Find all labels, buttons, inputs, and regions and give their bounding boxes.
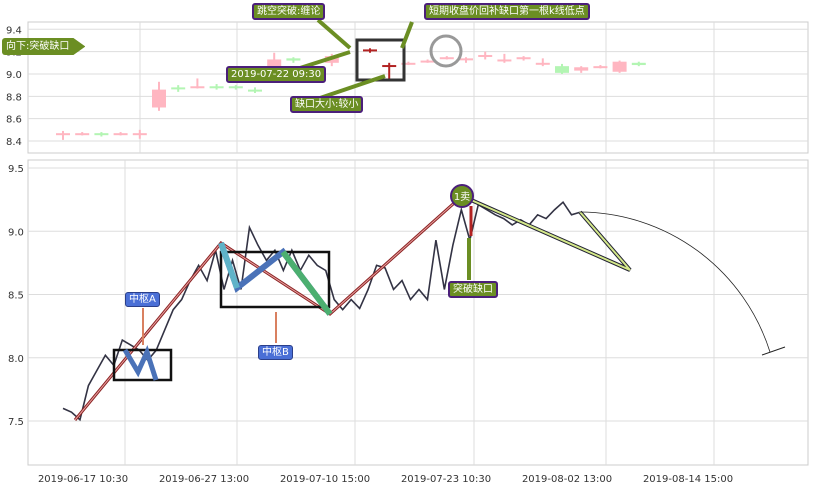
candle-body [190, 86, 205, 89]
candle-body [420, 60, 435, 63]
gap-box [355, 38, 406, 82]
segment-line [122, 345, 159, 381]
projection-arc [579, 211, 771, 353]
y-tick: 8.6 [6, 115, 22, 126]
y-tick: 9.4 [6, 25, 22, 36]
y-tick: 9.0 [6, 70, 22, 81]
label-gap-size: 缺口大小:较小 [290, 96, 364, 113]
candle-body [497, 59, 512, 62]
candle-body [555, 66, 569, 73]
x-tick: 2019-08-14 15:00 [643, 474, 733, 485]
candle-body [382, 65, 397, 68]
candle-body [612, 61, 627, 72]
x-tick: 2019-08-02 13:00 [522, 474, 612, 485]
x-tick: 2019-06-17 10:30 [38, 474, 128, 485]
candle-body [248, 89, 262, 92]
candle-body [478, 54, 493, 57]
y-tick: 7.5 [8, 417, 24, 428]
candle-body [75, 133, 90, 136]
candle-body [267, 59, 282, 70]
zhongshu-a-box [112, 348, 173, 382]
candle-body [113, 133, 128, 136]
candle-body [574, 67, 589, 71]
candle-body [209, 86, 224, 89]
candle-body [228, 86, 243, 89]
label-zhongshu-a: 中枢A [125, 292, 160, 307]
annotation-arrow [400, 21, 414, 49]
candle-body [152, 89, 166, 108]
stroke-line-inner [74, 195, 463, 421]
label-zhongshu-b: 中枢B [258, 345, 293, 360]
segment-line [280, 250, 333, 316]
candle-body [516, 57, 531, 60]
candle-body [593, 66, 608, 69]
y-tick: 8.4 [6, 137, 22, 148]
candle-body [631, 62, 646, 66]
candle-body [535, 62, 550, 65]
label-gap-fill: 短期收盘价回补缺口第一根k线低点 [424, 3, 590, 20]
candle-body [171, 87, 186, 90]
candle-body [459, 58, 473, 61]
gap-fill-circle [429, 34, 463, 68]
bottom-panel [27, 159, 809, 466]
candle-body [132, 133, 147, 136]
y-tick: 8.8 [6, 92, 22, 103]
segment-line [218, 241, 240, 290]
down-stroke-inner [461, 195, 631, 271]
annotation-arrow [299, 50, 351, 70]
label-gap-break: 跳空突破:缠论 [252, 3, 326, 20]
label-gap-time: 2019-07-22 09:30 [226, 66, 327, 83]
projection-end [761, 346, 786, 356]
annotation-arrow [319, 74, 386, 100]
y-tick: 9.0 [8, 227, 24, 238]
candle-body [286, 58, 301, 61]
y-tick: 9.5 [8, 164, 24, 175]
candle-body [56, 133, 70, 136]
sell-point-label: 1卖 [454, 191, 470, 203]
candle-body [401, 62, 416, 65]
x-tick: 2019-06-27 13:00 [159, 474, 249, 485]
label-gap-down: 向下:突破缺口 [2, 38, 86, 55]
zhongshu-b-box [219, 250, 331, 309]
y-tick: 8.0 [8, 354, 24, 365]
label-breakout-gap: 突破缺口 [448, 281, 498, 298]
candle-body [94, 133, 109, 136]
candle-body [363, 49, 377, 52]
x-tick: 2019-07-23 10:30 [401, 474, 491, 485]
x-tick: 2019-07-10 15:00 [280, 474, 370, 485]
candle-body [439, 57, 454, 60]
y-tick: 8.5 [8, 291, 24, 302]
annotation-arrow [316, 18, 352, 50]
sell-point-marker [450, 184, 474, 208]
